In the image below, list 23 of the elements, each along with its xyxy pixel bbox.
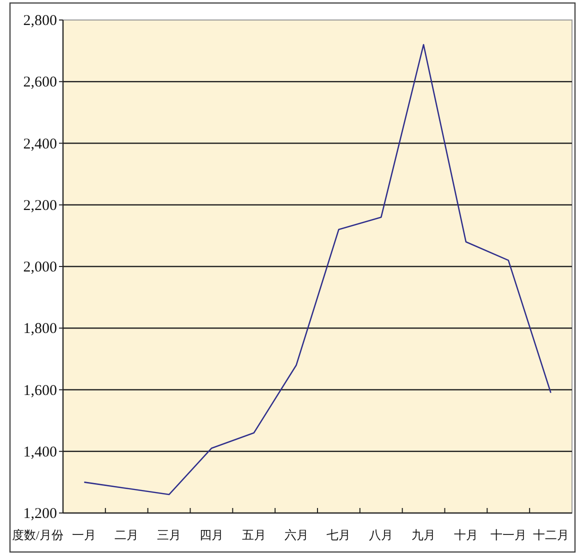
y-tick-label: 1,600 bbox=[23, 382, 57, 399]
x-tick-label: 八月 bbox=[369, 528, 394, 542]
y-tick-label: 2,000 bbox=[23, 260, 57, 276]
x-tick-label: 一月 bbox=[72, 528, 96, 542]
y-tick-label: 2,200 bbox=[23, 198, 57, 214]
x-tick-label: 七月 bbox=[326, 528, 351, 542]
y-tick-label: 1,800 bbox=[23, 321, 57, 338]
x-tick-label: 十二月 bbox=[532, 528, 569, 542]
y-tick-label: 2,600 bbox=[23, 74, 57, 91]
y-tick-label: 2,800 bbox=[23, 13, 57, 29]
x-tick-label: 十月 bbox=[454, 528, 478, 542]
x-tick-label: 五月 bbox=[242, 528, 266, 542]
x-tick-label: 二月 bbox=[114, 528, 139, 542]
x-tick-label: 九月 bbox=[412, 528, 436, 542]
x-tick-label: 六月 bbox=[284, 528, 308, 542]
line-series bbox=[84, 44, 552, 496]
y-tick-label: 2,400 bbox=[23, 136, 57, 152]
x-tick-label: 三月 bbox=[157, 528, 182, 542]
x-tick-label: 十一月 bbox=[490, 528, 526, 542]
x-tick-label: 四月 bbox=[199, 528, 224, 542]
y-tick-label: 1,400 bbox=[23, 444, 57, 460]
y-tick-label: 1,200 bbox=[23, 506, 57, 522]
x-axis-title: 度数/月份 bbox=[12, 528, 64, 542]
